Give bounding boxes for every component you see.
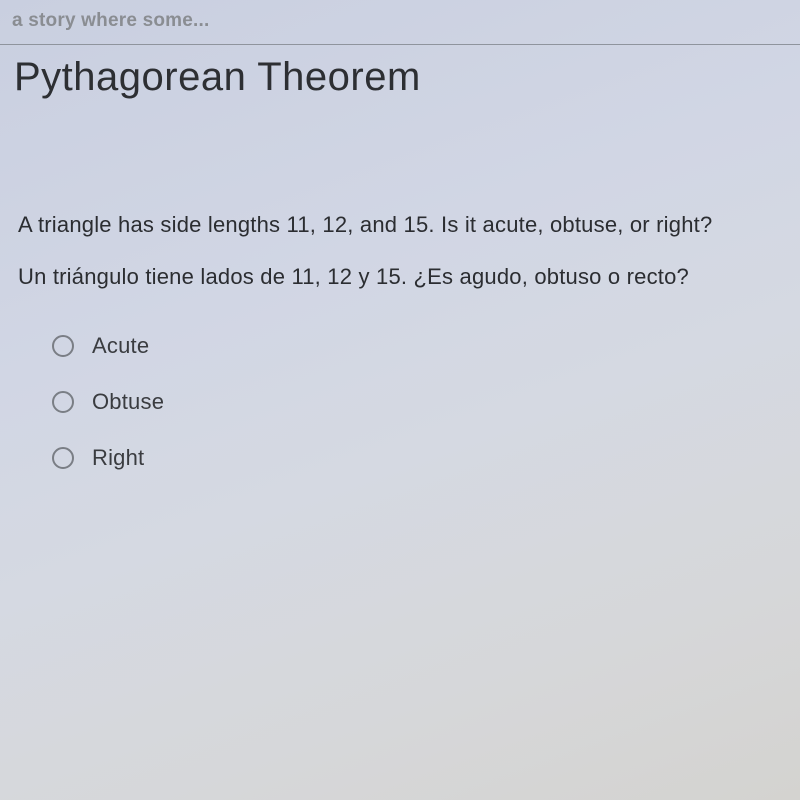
quiz-screen: a story where some... Pythagorean Theore…	[0, 0, 800, 800]
browser-tab-label: a story where some...	[0, 0, 800, 44]
option-label: Acute	[92, 333, 149, 359]
question-block: A triangle has side lengths 11, 12, and …	[0, 100, 800, 471]
option-label: Right	[92, 445, 144, 471]
option-acute[interactable]: Acute	[52, 333, 782, 359]
radio-icon	[52, 447, 74, 469]
option-obtuse[interactable]: Obtuse	[52, 389, 782, 415]
option-right[interactable]: Right	[52, 445, 782, 471]
option-label: Obtuse	[92, 389, 164, 415]
radio-icon	[52, 391, 74, 413]
page-title: Pythagorean Theorem	[0, 45, 800, 100]
options-group: Acute Obtuse Right	[18, 333, 782, 471]
question-text-spanish: Un triángulo tiene lados de 11, 12 y 15.…	[18, 262, 782, 292]
question-text-english: A triangle has side lengths 11, 12, and …	[18, 210, 782, 240]
radio-icon	[52, 335, 74, 357]
